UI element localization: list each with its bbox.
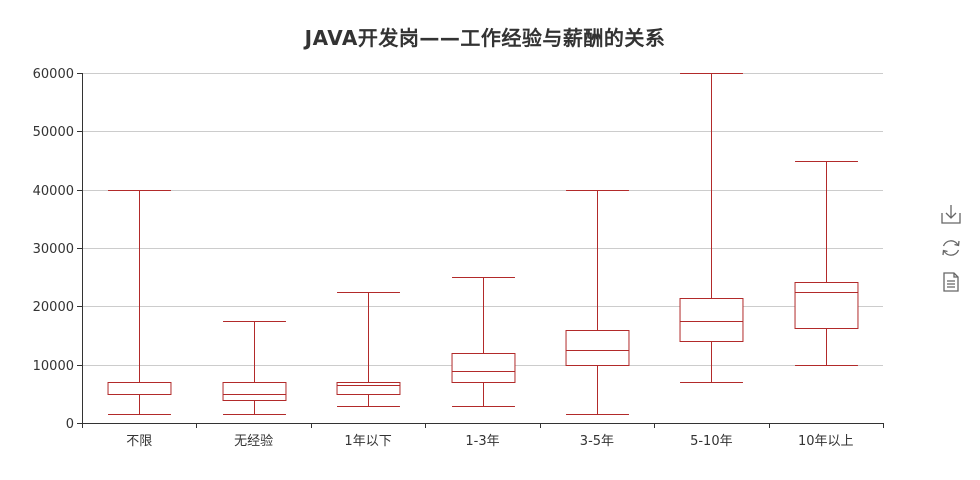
boxes [107, 73, 859, 415]
box-3 [451, 277, 516, 407]
y-tick-label: 30000 [33, 242, 74, 257]
box-iqr [222, 382, 287, 401]
y-tick-label: 0 [66, 417, 74, 432]
y-tick-label: 20000 [33, 300, 74, 315]
box-iqr [679, 298, 744, 342]
toolbox [940, 203, 964, 305]
box-iqr [565, 330, 630, 366]
box-iqr [107, 382, 172, 395]
y-tick-label: 10000 [33, 359, 74, 374]
data-view-icon[interactable] [940, 271, 964, 295]
x-tick-label: 1年以下 [344, 434, 391, 449]
box-iqr [451, 353, 516, 383]
grid-lines [82, 73, 883, 366]
x-tick-label: 无经验 [234, 433, 273, 449]
y-tick-label: 50000 [33, 125, 74, 140]
x-tick-label: 10年以上 [798, 434, 854, 449]
x-tick-label: 5-10年 [690, 434, 733, 449]
download-icon[interactable] [940, 203, 964, 227]
y-tick-label: 60000 [33, 67, 74, 82]
y-tick-label: 40000 [33, 184, 74, 199]
box-4 [565, 190, 630, 415]
x-tick-label: 不限 [126, 434, 152, 449]
chart-title: JAVA开发岗——工作经验与薪酬的关系 [304, 26, 666, 50]
axes: 0 10000 20000 30000 40000 50000 60000 不限 无经验 1年以下… [33, 67, 884, 449]
boxplot-chart: 0 10000 20000 30000 40000 50000 60000 不限 无经验 1年以下… [33, 67, 884, 449]
box-1 [222, 321, 287, 415]
box-2 [336, 292, 401, 407]
box-0 [107, 190, 172, 415]
box-iqr [794, 282, 859, 329]
x-tick-label: 1-3年 [465, 434, 499, 449]
box-6 [794, 161, 859, 366]
x-tick-label: 3-5年 [580, 434, 614, 449]
refresh-icon[interactable] [940, 237, 964, 261]
box-5 [679, 73, 744, 383]
box-iqr [336, 382, 401, 395]
